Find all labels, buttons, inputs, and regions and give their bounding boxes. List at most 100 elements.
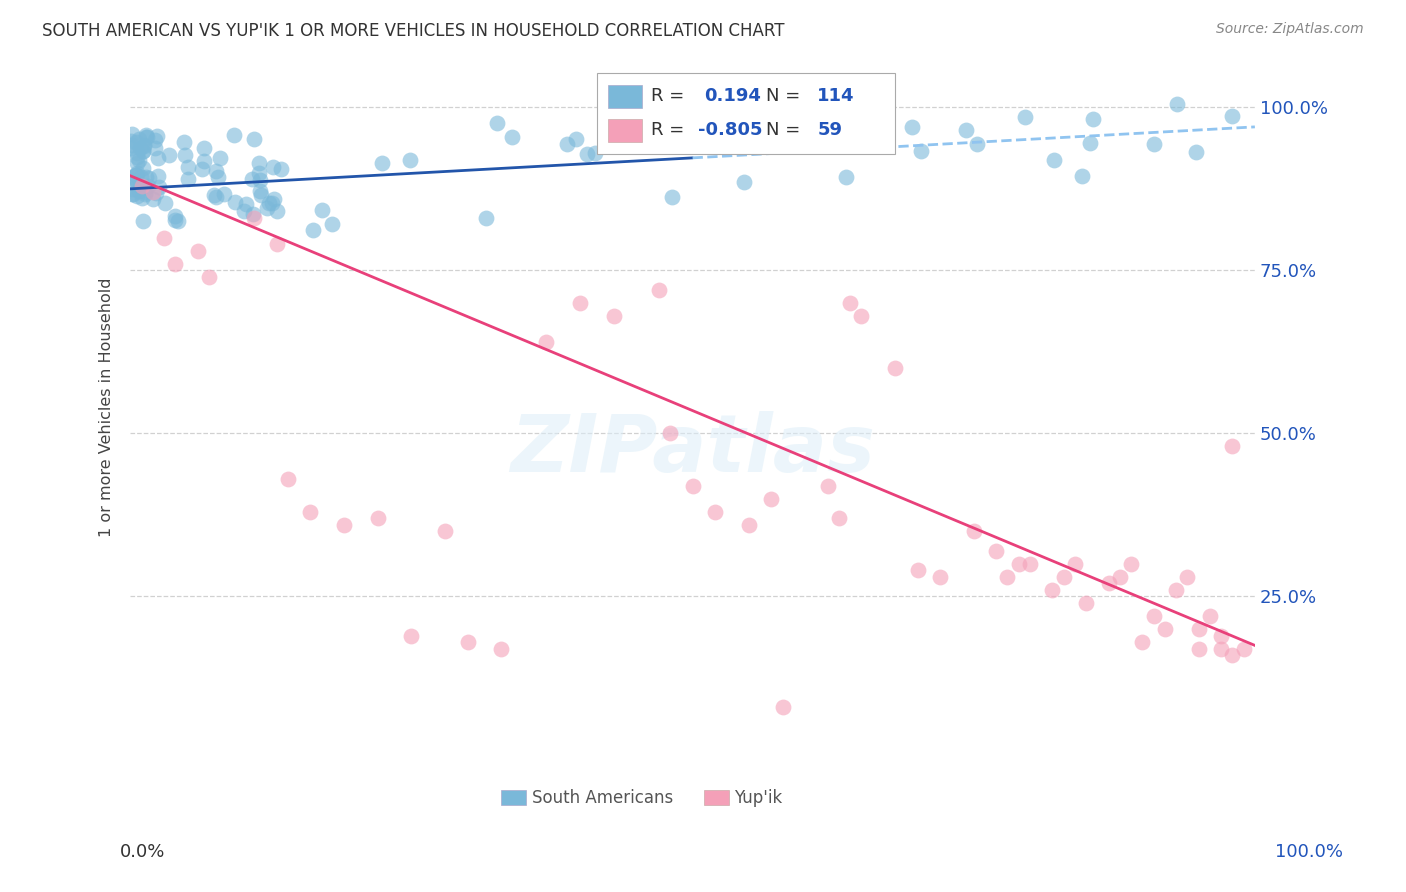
Point (266, 204, 288, 219)
Point (205, 190, 228, 204)
Point (131, 169, 153, 184)
Point (457, 635, 479, 649)
Point (243, 211, 266, 226)
Text: Source: ZipAtlas.com: Source: ZipAtlas.com (1216, 22, 1364, 37)
Point (132, 161, 155, 175)
Point (121, 187, 143, 202)
Point (302, 223, 325, 237)
Point (565, 131, 588, 145)
Point (371, 156, 394, 170)
Point (266, 237, 288, 252)
Point (249, 173, 271, 187)
Point (224, 128, 246, 142)
Point (1233, 641, 1256, 656)
Point (242, 207, 264, 221)
Point (173, 135, 195, 149)
Text: -0.805: -0.805 (699, 120, 762, 139)
Point (125, 145, 148, 160)
Point (125, 150, 148, 164)
Point (138, 171, 160, 186)
Point (193, 153, 215, 168)
Point (120, 141, 142, 155)
Point (333, 517, 356, 532)
Point (986, 544, 1008, 558)
Point (145, 186, 167, 200)
Point (1109, 570, 1132, 584)
Text: ZIPatlas: ZIPatlas (510, 410, 875, 489)
Point (125, 169, 148, 183)
Text: 0.0%: 0.0% (120, 843, 165, 861)
Point (1042, 582, 1064, 597)
Bar (704, 789, 728, 805)
Point (725, 113, 748, 128)
Point (263, 192, 285, 206)
Point (125, 136, 148, 150)
Point (1222, 648, 1244, 663)
Text: Yup'ik: Yup'ik (734, 789, 783, 806)
Point (738, 517, 761, 532)
Point (1132, 635, 1154, 649)
Point (124, 173, 146, 187)
Point (125, 156, 148, 170)
Text: R =: R = (651, 87, 685, 105)
Point (569, 296, 592, 310)
Point (835, 170, 858, 185)
Point (131, 144, 153, 158)
Point (929, 570, 952, 584)
Point (121, 128, 143, 142)
Point (136, 130, 159, 145)
Point (121, 138, 143, 153)
Point (270, 161, 292, 176)
Point (1185, 145, 1208, 160)
Point (1188, 622, 1211, 636)
Point (240, 171, 263, 186)
Point (247, 166, 270, 180)
Point (1014, 110, 1036, 124)
Point (256, 201, 278, 215)
Point (128, 178, 150, 193)
Point (243, 131, 266, 145)
Text: 59: 59 (817, 120, 842, 139)
Point (321, 218, 343, 232)
Point (148, 179, 170, 194)
Point (963, 524, 986, 539)
Point (682, 478, 704, 492)
Point (661, 190, 683, 204)
Point (583, 146, 606, 161)
Point (1220, 109, 1243, 123)
Point (367, 511, 389, 525)
Point (1078, 136, 1101, 150)
Point (1211, 641, 1233, 656)
Point (955, 123, 977, 137)
Point (205, 163, 228, 178)
Point (1211, 629, 1233, 643)
Point (174, 148, 197, 162)
Point (260, 196, 283, 211)
Point (475, 211, 498, 225)
FancyBboxPatch shape (609, 119, 643, 142)
Point (1177, 570, 1199, 584)
Point (135, 129, 157, 144)
Point (143, 141, 166, 155)
Point (135, 170, 157, 185)
Point (148, 151, 170, 165)
Point (153, 231, 176, 245)
Point (128, 131, 150, 145)
Point (129, 141, 152, 155)
Point (1222, 440, 1244, 454)
Point (1076, 596, 1098, 610)
Point (132, 137, 155, 152)
Text: South Americans: South Americans (531, 789, 673, 806)
Point (165, 257, 187, 271)
Point (131, 191, 153, 205)
Point (122, 186, 145, 201)
Point (157, 148, 180, 162)
Point (143, 133, 166, 147)
Point (153, 195, 176, 210)
Point (235, 197, 257, 211)
Point (212, 186, 235, 201)
Point (485, 116, 508, 130)
Point (250, 188, 273, 202)
Point (177, 160, 200, 174)
Point (262, 160, 284, 174)
